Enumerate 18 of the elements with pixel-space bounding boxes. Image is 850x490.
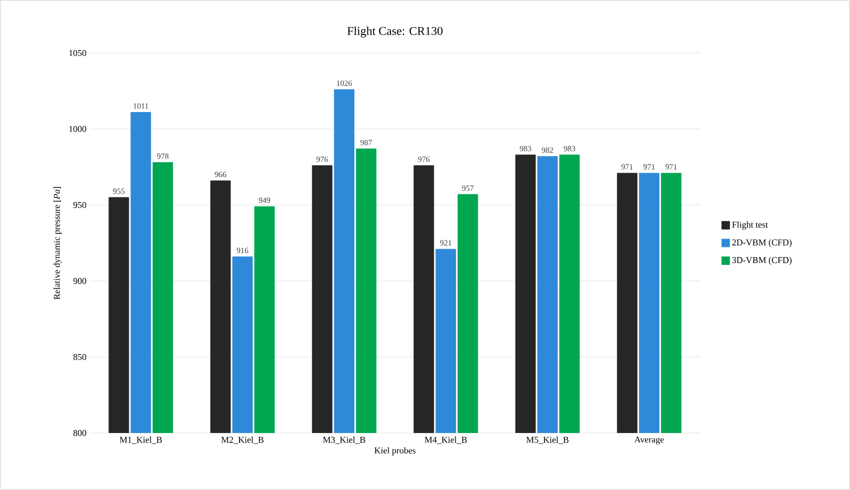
x-tick-label: Average — [634, 436, 664, 444]
x-tick-label: M3_Kiel_B — [323, 436, 366, 444]
y-tick-label: 850 — [73, 354, 86, 360]
legend-label: Flight test — [732, 221, 768, 230]
legend-label: 2D-VBM (CFD) — [732, 239, 792, 248]
chart-title: Flight Case: CR130 — [347, 26, 443, 38]
y-tick-label: 800 — [73, 430, 86, 436]
x-axis-title: Kiel probes — [374, 447, 416, 456]
y-tick-label: 1000 — [69, 126, 86, 132]
y-axis-title: Relative dynamic pressure [Pa] — [54, 187, 62, 300]
y-tick-label: 900 — [73, 278, 86, 284]
x-tick-label: M2_Kiel_B — [221, 436, 264, 444]
y-tick-label: 1050 — [69, 50, 86, 56]
legend-label: 3D-VBM (CFD) — [732, 256, 792, 265]
x-tick-label: M5_Kiel_B — [526, 436, 568, 444]
x-tick-label: M4_Kiel_B — [424, 436, 467, 444]
y-tick-label: 950 — [73, 202, 86, 208]
x-tick-label: M1_Kiel_B — [120, 436, 162, 444]
